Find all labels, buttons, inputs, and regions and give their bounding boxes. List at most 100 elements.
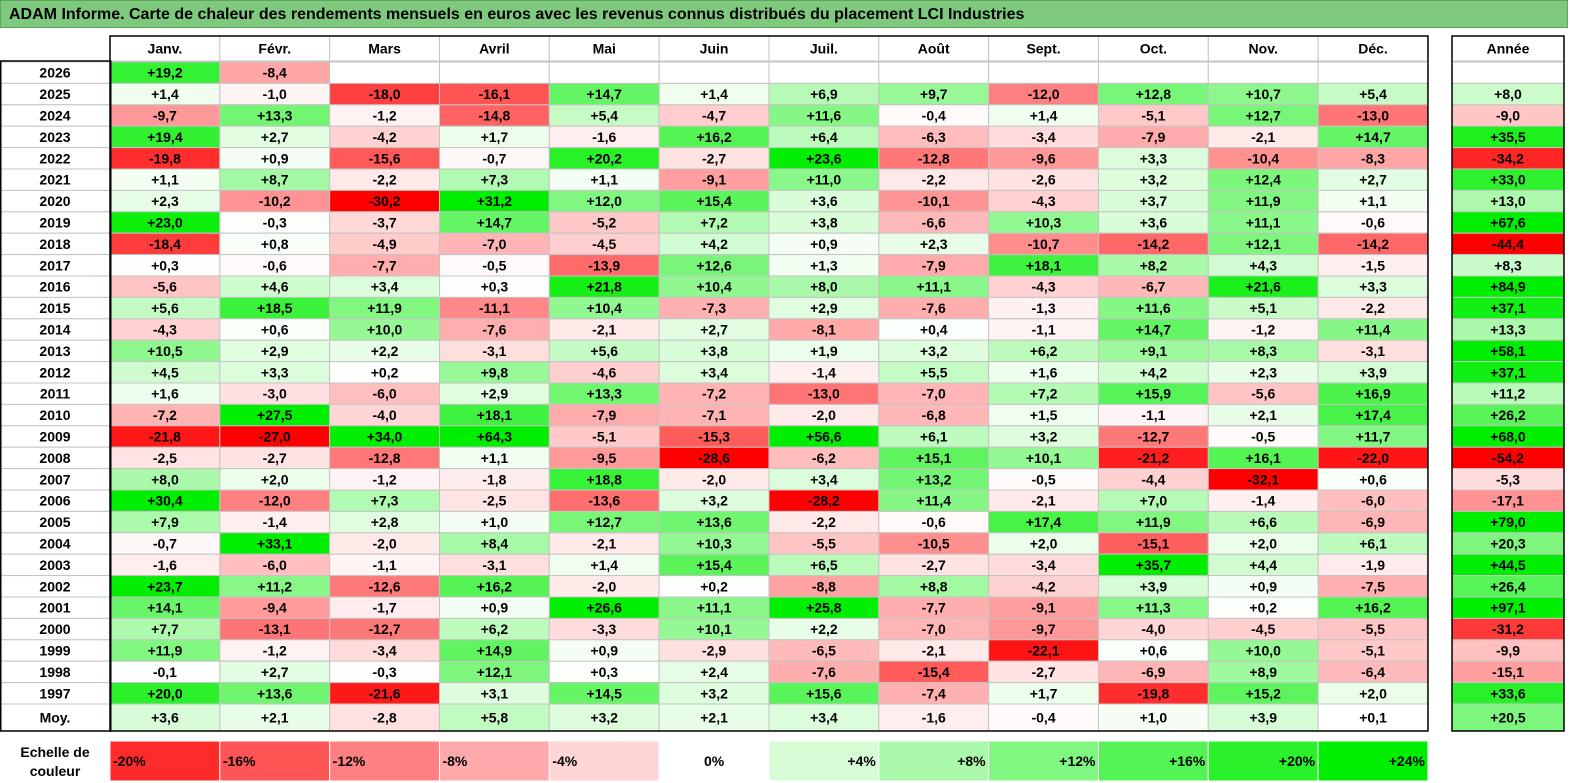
heatmap-cell-value: -1,7 (373, 600, 397, 616)
heatmap-cell-value: -1,2 (263, 643, 287, 659)
scale-swatch-label: +8% (957, 753, 986, 769)
year-cell-value: -5,3 (1496, 471, 1520, 487)
heatmap-cell-value: +1,6 (151, 386, 179, 402)
heatmap-cell-value: -1,2 (373, 108, 397, 124)
heatmap-cell-value: -5,1 (592, 429, 616, 445)
heatmap-cell-value: +13,3 (587, 386, 623, 402)
heatmap-cell-value: +2,0 (261, 471, 289, 487)
heatmap-cell-value: +10,4 (696, 279, 732, 295)
year-cell-value: +67,6 (1490, 215, 1526, 231)
heatmap-cell-value: -10,4 (1247, 150, 1279, 166)
heatmap-cell-value: +5,5 (920, 364, 948, 380)
heatmap-cell-value: -7,6 (482, 322, 506, 338)
heatmap-cell-value: +2,3 (920, 236, 948, 252)
scale-swatch-label: -16% (223, 753, 256, 769)
year-cell-value: +13,3 (1490, 322, 1526, 338)
heatmap-cell-value: +15,4 (696, 193, 732, 209)
heatmap-cell-value: -10,7 (1028, 236, 1060, 252)
heatmap-cell-value: +13,6 (696, 514, 732, 530)
heatmap-cell-value: +7,3 (371, 493, 399, 509)
heatmap-cell-value: +12,8 (1136, 86, 1172, 102)
heatmap-cell-value: -7,0 (482, 236, 506, 252)
heatmap-cell-value: -8,8 (812, 578, 836, 594)
heatmap-cell-value: +11,0 (807, 172, 842, 188)
column-header: Avril (479, 41, 510, 57)
row-label: 2020 (39, 193, 70, 209)
heatmap-cell-value: +3,2 (700, 493, 728, 509)
heatmap-cell-value: -3,4 (1031, 129, 1055, 145)
heatmap-cell-value: +4,2 (1140, 364, 1168, 380)
heatmap-cell-value: -5,1 (1141, 108, 1165, 124)
heatmap-cell-value: +7,7 (151, 621, 179, 637)
heatmap-cell-value: -9,7 (1031, 621, 1055, 637)
heatmap-cell-value: -0,6 (1361, 215, 1385, 231)
heatmap-cell-value: -4,7 (702, 108, 726, 124)
heatmap-cell-value: -1,1 (1141, 407, 1165, 423)
heatmap-cell-value: -12,8 (369, 450, 401, 466)
heatmap-cell-value: -0,6 (263, 257, 287, 273)
heatmap-cell-value: +11,9 (367, 300, 402, 316)
heatmap-cell-value: -6,9 (1141, 664, 1165, 680)
heatmap-cell-value: +6,9 (810, 86, 838, 102)
heatmap-cell-value: +11,4 (916, 493, 951, 509)
heatmap-cell-value: -5,1 (1361, 643, 1385, 659)
heatmap-cell-value: +12,7 (1245, 108, 1281, 124)
heatmap-cell-value: -4,2 (1031, 578, 1055, 594)
row-label: 2014 (39, 322, 70, 338)
column-header: Nov. (1249, 41, 1278, 57)
row-label: 2007 (39, 471, 70, 487)
heatmap-cell-value: -3,1 (1361, 343, 1385, 359)
heatmap-cell-value: +2,4 (700, 664, 728, 680)
heatmap-cell-value: -10,1 (918, 193, 950, 209)
average-cell-value: +3,9 (1249, 710, 1277, 726)
row-label: 2006 (39, 493, 70, 509)
heatmap-cell-value: -9,4 (263, 600, 287, 616)
heatmap-cell-value: +3,6 (1140, 215, 1168, 231)
heatmap-cell (1317, 61, 1429, 84)
heatmap-cell-value: +1,6 (1030, 364, 1058, 380)
heatmap-cell-value: +0,2 (1249, 600, 1277, 616)
year-cell-value: +8,3 (1494, 257, 1522, 273)
heatmap-cell-value: +0,2 (371, 364, 399, 380)
year-cell-value: +35,5 (1490, 129, 1526, 145)
heatmap-cell-value: -0,7 (482, 150, 506, 166)
heatmap-cell-value: +6,5 (810, 557, 838, 573)
row-label: 2015 (39, 300, 70, 316)
heatmap-cell-value: +21,8 (587, 279, 623, 295)
heatmap-cell-value: +2,7 (261, 129, 289, 145)
row-label: 2017 (39, 257, 70, 273)
heatmap-cell-value: -6,4 (1361, 664, 1385, 680)
scale-label: couleur (30, 763, 81, 779)
heatmap-cell-value: +3,6 (810, 193, 838, 209)
heatmap-cell-value: +2,3 (1249, 364, 1277, 380)
heatmap-cell-value: +0,9 (261, 150, 289, 166)
heatmap-cell-value: +7,2 (700, 215, 728, 231)
heatmap-cell (1097, 61, 1209, 84)
heatmap-cell-value: +1,9 (810, 343, 838, 359)
heatmap-cell-value: -3,4 (1031, 557, 1055, 573)
heatmap-cell-value: -30,2 (369, 193, 401, 209)
heatmap-cell-value: -4,5 (592, 236, 616, 252)
heatmap-cell-value: +4,6 (261, 279, 289, 295)
heatmap-cell-value: +5,4 (1359, 86, 1387, 102)
heatmap-cell-value: -15,3 (698, 429, 730, 445)
heatmap-cell-value: +3,2 (700, 685, 728, 701)
heatmap-cell-value: -7,3 (702, 300, 726, 316)
heatmap-cell-value: +5,1 (1249, 300, 1277, 316)
heatmap-cell-value: +4,3 (1249, 257, 1277, 273)
heatmap-cell-value: +14,1 (147, 600, 183, 616)
heatmap-cell-value: -13,9 (588, 257, 620, 273)
heatmap-cell-value: -3,3 (592, 621, 616, 637)
heatmap-cell-value: +2,0 (1030, 536, 1058, 552)
heatmap-cell-value: -1,0 (263, 86, 287, 102)
heatmap-cell-value: +2,0 (1249, 536, 1277, 552)
average-cell-value: +3,2 (590, 710, 618, 726)
year-column-frame (1451, 35, 1565, 732)
year-column-header: Année (1487, 41, 1530, 57)
column-header-cell (548, 35, 660, 62)
column-header-cell (1207, 35, 1319, 62)
heatmap-cell-value: -32,1 (1247, 471, 1279, 487)
heatmap-cell-value: +2,7 (261, 664, 289, 680)
heatmap-cell-value: +10,0 (367, 322, 403, 338)
heatmap-cell-value: -1,6 (153, 557, 177, 573)
